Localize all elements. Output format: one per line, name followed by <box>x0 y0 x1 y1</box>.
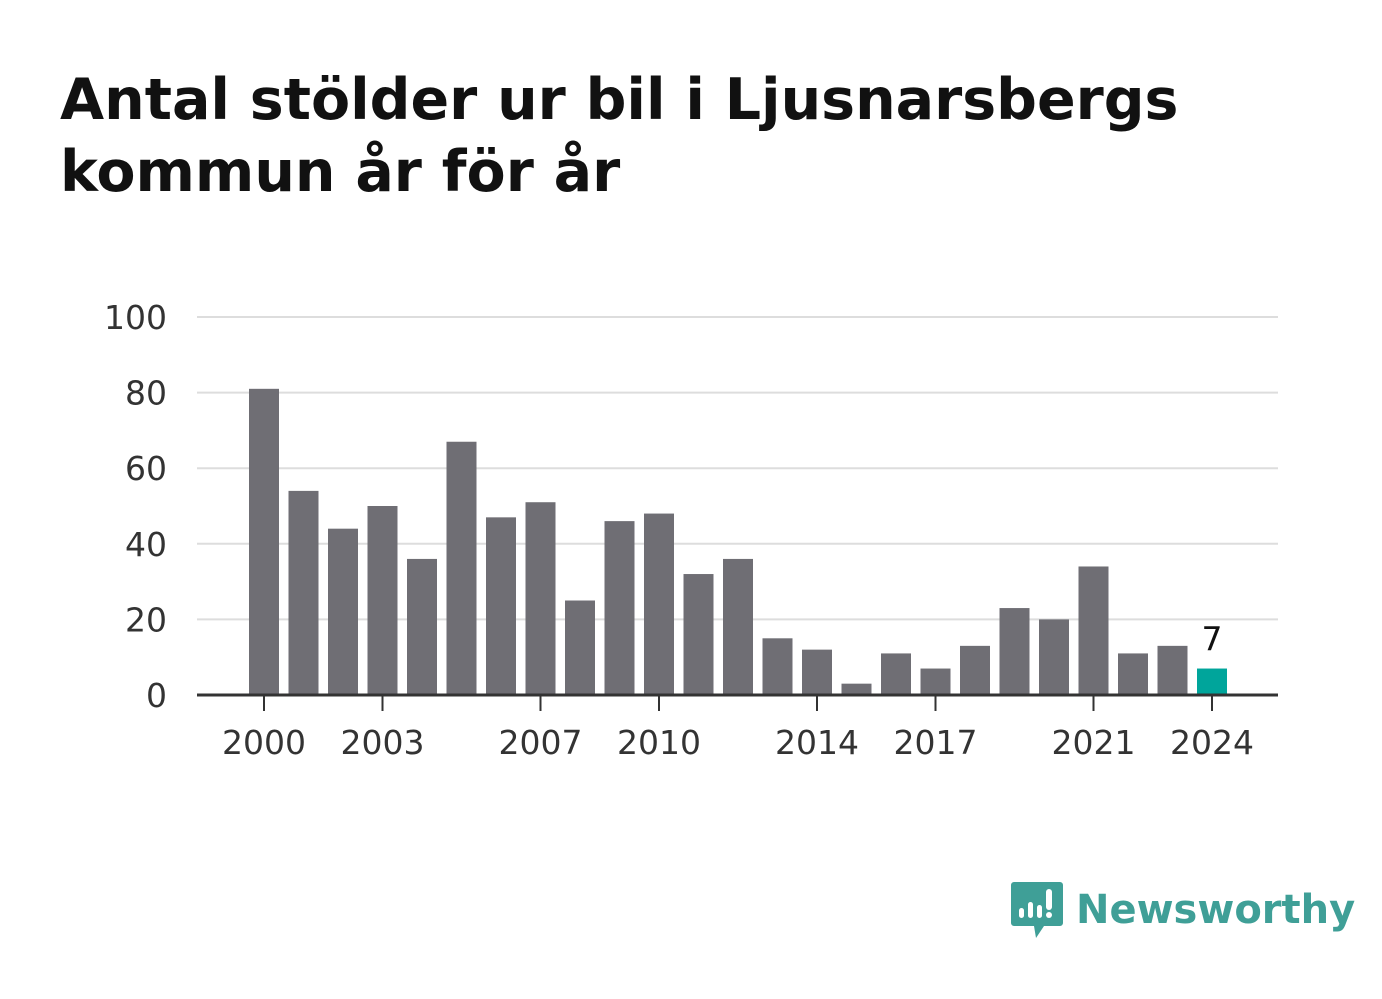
bar-2005 <box>446 441 477 695</box>
x-tick-label: 2021 <box>1052 723 1136 762</box>
x-axis: 2000 2003 2007 2010 2014 2017 2021 2024 <box>197 693 1278 762</box>
bar-2012 <box>723 558 753 695</box>
bars <box>249 388 1227 695</box>
data-label-2024: 7 <box>1202 620 1223 659</box>
y-tick-label: 0 <box>146 676 167 715</box>
bar-2004 <box>407 558 437 695</box>
y-tick-label: 20 <box>125 600 167 639</box>
bar-2023 <box>1157 645 1188 695</box>
y-axis-ticks: 0 20 40 60 80 100 <box>104 298 167 715</box>
bar-2014 <box>802 649 832 695</box>
bar-2001 <box>288 490 319 695</box>
bar-2024 <box>1197 668 1227 695</box>
x-tick-label: 2017 <box>894 723 978 762</box>
y-tick-label: 80 <box>125 374 167 413</box>
bar-2006 <box>486 517 516 695</box>
x-tick-label: 2000 <box>222 723 306 762</box>
newsworthy-logo-icon <box>1011 882 1063 938</box>
bar-2010 <box>644 513 674 695</box>
data-labels: 7 <box>1202 620 1223 659</box>
bar-2008 <box>565 600 595 695</box>
x-tick-label: 2003 <box>341 723 425 762</box>
bar-2000 <box>249 388 279 695</box>
bar-2019 <box>999 608 1030 695</box>
bar-2011 <box>683 574 714 695</box>
bar-2018 <box>960 645 990 695</box>
bar-2013 <box>762 638 793 695</box>
bar-2015 <box>841 683 872 695</box>
chart-title: Antal stölder ur bil i Ljusnarsbergs kom… <box>60 67 1179 205</box>
bar-2003 <box>367 506 398 695</box>
bar-2009 <box>604 521 635 695</box>
y-tick-label: 60 <box>125 449 167 488</box>
bar-2017 <box>920 668 951 695</box>
bar-2021 <box>1078 566 1109 695</box>
bar-2002 <box>328 528 358 695</box>
bar-2020 <box>1039 619 1069 695</box>
bar-2016 <box>881 653 911 695</box>
x-tick-label: 2010 <box>617 723 701 762</box>
x-tick-label: 2024 <box>1170 723 1254 762</box>
bar-2022 <box>1118 653 1148 695</box>
y-tick-label: 100 <box>104 298 167 337</box>
x-tick-label: 2014 <box>775 723 859 762</box>
y-tick-label: 40 <box>125 525 167 564</box>
x-tick-label: 2007 <box>499 723 583 762</box>
brand-name: Newsworthy <box>1076 887 1356 933</box>
bar-2007 <box>525 502 556 695</box>
brand-logo: Newsworthy <box>1010 880 1355 940</box>
